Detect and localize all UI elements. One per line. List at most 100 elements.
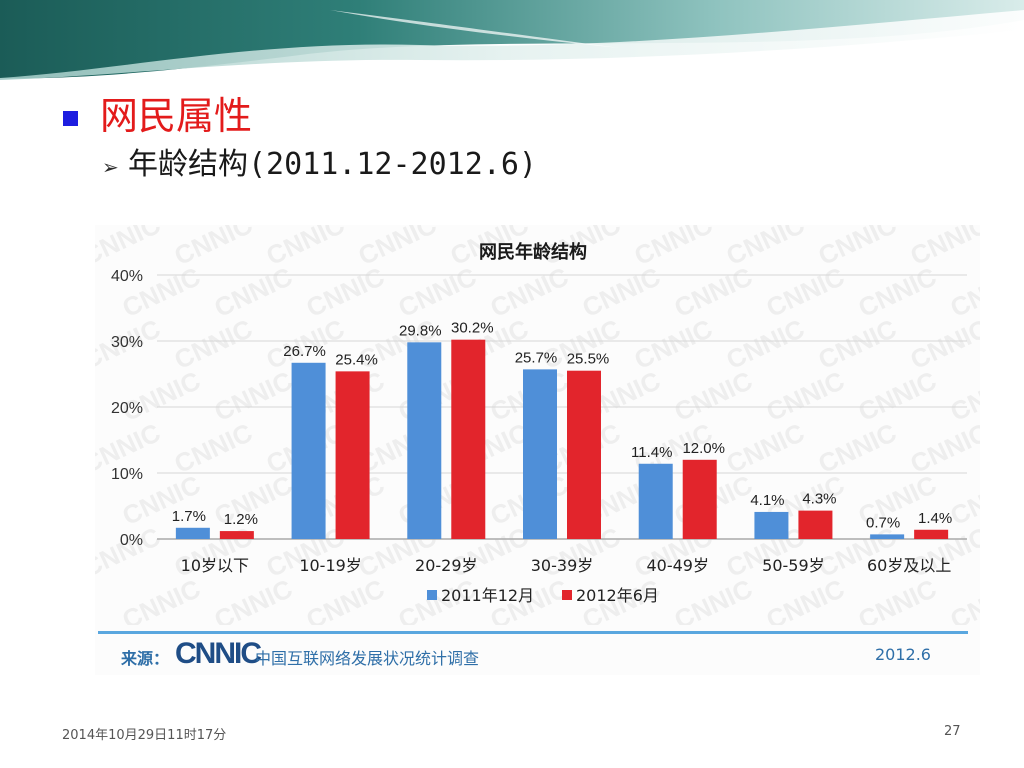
source-date: 2012.6 [875, 645, 931, 664]
watermark-mark: CNNIC [906, 313, 980, 375]
bar-2011-12 [523, 369, 557, 539]
slide-heading: 网民属性 [100, 94, 253, 138]
y-tick-label: 30% [111, 334, 143, 351]
bar-2011-12 [754, 511, 789, 539]
legend-label: 2012年6月 [576, 586, 659, 605]
watermark-mark: CNNIC [118, 573, 205, 625]
bar-data-label: 1.4% [918, 510, 952, 527]
x-tick-label: 30-39岁 [531, 556, 594, 575]
legend-swatch [427, 590, 437, 600]
watermark-mark: CNNIC [814, 225, 901, 271]
bar-data-label: 30.2% [451, 320, 494, 337]
watermark-mark: CNNIC [722, 417, 809, 479]
bar-data-label: 11.4% [631, 444, 672, 461]
watermark-mark: CNNIC [354, 225, 441, 271]
watermark-mark: CNNIC [670, 573, 757, 625]
square-bullet-icon [63, 111, 78, 126]
bar-data-label: 26.7% [283, 343, 326, 360]
bar-data-label: 1.7% [172, 508, 206, 525]
x-tick-label: 50-59岁 [762, 556, 825, 575]
bar-2012-6 [567, 370, 601, 539]
watermark-mark: CNNIC [906, 417, 980, 479]
watermark-mark: CNNIC [854, 573, 941, 625]
watermark-mark: CNNIC [854, 365, 941, 427]
watermark-mark: CNNIC [302, 573, 389, 625]
watermark-mark: CNNIC [722, 313, 809, 375]
watermark-mark: CNNIC [670, 261, 757, 323]
legend-label: 2011年12月 [441, 586, 534, 605]
chart-title: 网民年龄结构 [479, 241, 587, 263]
source-label: 来源： [121, 649, 170, 668]
watermark-mark: CNNIC [210, 261, 297, 323]
watermark-mark: CNNIC [302, 261, 389, 323]
cnnic-logo: CNNIC [175, 637, 262, 670]
watermark-mark: CNNIC [210, 365, 297, 427]
source-divider [98, 631, 968, 634]
footer-date: 2014年10月29日11时17分 [62, 728, 227, 743]
watermark-mark: CNNIC [762, 261, 849, 323]
page-number: 27 [944, 724, 961, 739]
bar-2012-6 [798, 510, 833, 539]
bar-2012-6 [451, 339, 486, 539]
arrow-bullet-icon: ➢ [102, 155, 119, 179]
x-tick-label: 40-49岁 [646, 556, 709, 575]
bar-data-label: 29.8% [399, 322, 442, 339]
watermark-mark: CNNIC [95, 225, 165, 271]
slide-subheading: 年龄结构(2011.12-2012.6) [128, 147, 537, 182]
watermark-mark: CNNIC [670, 365, 757, 427]
watermark-mark: CNNIC [262, 225, 349, 271]
bar-data-label: 4.1% [750, 492, 784, 509]
x-tick-label: 60岁及以上 [867, 556, 951, 575]
bar-data-label: 12.0% [682, 440, 725, 457]
bar-2012-6 [914, 529, 949, 539]
bar-2011-12 [175, 527, 210, 539]
watermark-mark: CNNIC [906, 225, 980, 271]
x-tick-label: 10岁以下 [181, 556, 249, 575]
x-axis-ticks: 10岁以下 10-19岁 20-29岁 30-39岁 40-49岁 50-59岁 60岁及以… [181, 556, 952, 575]
watermark-mark: CNNIC [630, 225, 717, 271]
watermark-mark: CNNIC [762, 365, 849, 427]
bar-data-label: 1.2% [224, 511, 258, 528]
bar-data-label: 0.7% [866, 514, 900, 531]
watermark-mark: CNNIC [630, 313, 717, 375]
watermark-mark: CNNIC [170, 313, 257, 375]
watermark-mark: CNNIC [210, 573, 297, 625]
watermark-mark: CNNIC [854, 261, 941, 323]
age-structure-chart: CNNIC CNNIC CNNIC CNNIC CNNIC CNNIC CNNIC CNNIC… [95, 225, 980, 625]
y-tick-label: 20% [111, 400, 143, 417]
x-tick-label: 10-19岁 [299, 556, 362, 575]
bar-data-label: 25.7% [515, 349, 558, 366]
bar-data-label: 25.5% [567, 351, 610, 368]
header-decorative-band [0, 0, 1024, 80]
watermark-mark: CNNIC [762, 573, 849, 625]
y-tick-label: 40% [111, 268, 143, 285]
chart-legend: 2011年12月 2012年6月 [427, 586, 659, 605]
y-tick-label: 0% [120, 532, 143, 549]
bar-2012-6 [682, 459, 717, 539]
bar-2011-12 [870, 534, 905, 539]
bar-2012-6 [335, 371, 370, 539]
chart-bars: 1.7% 1.2% 26.7% 25.4% 29.8% 30.2% 25.7% 25.5% 11… [172, 320, 952, 539]
watermark-mark: CNNIC [814, 313, 901, 375]
watermark-mark: CNNIC [170, 225, 257, 271]
x-tick-label: 20-29岁 [415, 556, 478, 575]
watermark-mark: CNNIC [946, 573, 980, 625]
watermark-mark: CNNIC [722, 225, 809, 271]
watermark-mark: CNNIC [814, 417, 901, 479]
source-name: 中国互联网络发展状况统计调查 [255, 649, 480, 668]
watermark-mark: CNNIC [170, 417, 257, 479]
watermark-mark: CNNIC [578, 261, 665, 323]
bar-data-label: 25.4% [335, 351, 378, 368]
bar-data-label: 4.3% [802, 491, 836, 508]
watermark-mark: CNNIC [946, 261, 980, 323]
y-axis-ticks: 0% 10% 20% 30% 40% [111, 268, 143, 549]
chart-panel: CNNIC CNNIC CNNIC CNNIC CNNIC CNNIC CNNIC CNNIC… [95, 225, 980, 675]
bar-2011-12 [407, 342, 442, 539]
watermark-mark: CNNIC [118, 365, 205, 427]
legend-swatch [562, 590, 572, 600]
watermark-mark: CNNIC [394, 261, 481, 323]
bar-2011-12 [638, 463, 673, 539]
bar-2011-12 [291, 362, 326, 539]
watermark-mark: CNNIC [946, 365, 980, 427]
source-bar: 来源： CNNIC 中国互联网络发展状况统计调查 2012.6 [95, 625, 980, 675]
